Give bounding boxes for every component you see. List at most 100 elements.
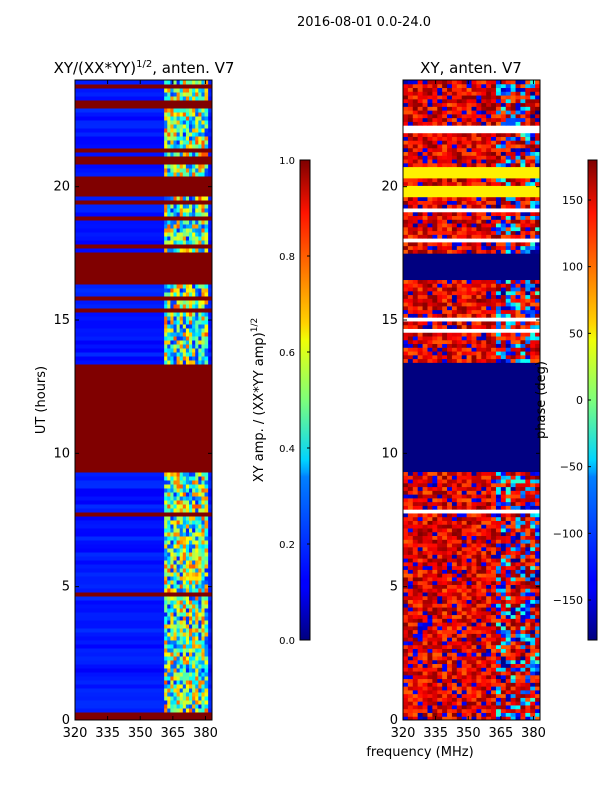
phase-cell	[491, 693, 497, 698]
phase-cell	[476, 196, 482, 201]
phase-cell	[486, 535, 492, 540]
amp-cell	[189, 644, 193, 649]
phase-cell	[535, 599, 540, 604]
amp-cell	[204, 708, 209, 713]
phase-cell	[471, 546, 477, 552]
phase-cell	[500, 196, 507, 201]
phase-cell	[461, 140, 468, 145]
amp-cell	[189, 88, 193, 93]
phase-cell	[427, 674, 433, 680]
amp-cell	[182, 236, 187, 241]
amp-cell	[204, 484, 209, 489]
amp-cell	[164, 220, 168, 225]
amp-cell	[189, 116, 193, 121]
phase-cell	[403, 464, 540, 469]
phase-cell	[486, 287, 492, 292]
phase-cell	[407, 648, 414, 653]
amp-cell	[201, 204, 206, 209]
phase-cell	[442, 667, 448, 672]
amp-cell	[204, 112, 209, 117]
phase-cell	[500, 479, 507, 484]
phase-cell	[471, 689, 477, 695]
amp-cell	[189, 708, 193, 713]
amp-cell	[75, 592, 212, 597]
phase-cell	[535, 610, 540, 616]
amp-cell	[170, 676, 174, 681]
phase-cell	[530, 637, 536, 642]
phase-cell	[520, 656, 526, 661]
phase-cell	[437, 610, 443, 616]
phase-cell	[500, 324, 507, 329]
amp-cell	[198, 476, 202, 481]
phase-cell	[510, 110, 517, 115]
phase-cell	[515, 215, 521, 220]
amp-cell	[204, 332, 209, 337]
phase-cell	[495, 358, 502, 363]
phase-cell	[505, 294, 512, 299]
amp-cell	[195, 360, 199, 365]
phase-cell	[466, 595, 472, 601]
phase-cell	[535, 181, 540, 186]
phase-cell	[481, 543, 487, 548]
phase-cell	[403, 531, 409, 537]
phase-cell	[407, 614, 414, 619]
amp-cell	[192, 92, 196, 97]
amp-cell	[167, 580, 171, 585]
phase-cell	[476, 595, 482, 601]
phase-cell	[403, 177, 409, 183]
phase-cell	[427, 95, 433, 100]
phase-cell	[442, 151, 448, 156]
phase-cell	[486, 159, 492, 164]
amp-cell	[198, 168, 202, 173]
phase-cell	[471, 716, 477, 720]
phase-cell	[427, 181, 433, 186]
phase-cell	[456, 701, 463, 706]
phase-cell	[403, 441, 540, 446]
phase-cell	[407, 554, 414, 559]
phase-cell	[520, 671, 526, 676]
phase-cell	[456, 592, 463, 597]
phase-cell	[447, 595, 453, 601]
phase-cell	[510, 117, 517, 122]
phase-cell	[500, 550, 507, 555]
phase-cell	[530, 576, 536, 582]
amp-cell	[195, 540, 199, 545]
amp-cell	[167, 660, 171, 665]
phase-cell	[500, 592, 507, 597]
phase-cell	[476, 110, 482, 115]
phase-cell	[407, 117, 414, 122]
amp-cell	[170, 636, 174, 641]
amp-cell	[198, 288, 202, 293]
phase-cell	[427, 144, 433, 149]
phase-cell	[442, 565, 448, 570]
phase-cell	[442, 294, 448, 299]
amp-cell	[170, 704, 174, 709]
phase-cell	[451, 98, 458, 104]
phase-cell	[403, 558, 409, 563]
phase-cell	[481, 144, 487, 149]
phase-cell	[535, 117, 540, 122]
phase-cell	[495, 599, 502, 604]
phase-cell	[486, 177, 492, 183]
phase-cell	[412, 241, 419, 247]
phase-cell	[500, 622, 507, 627]
amp-cell	[201, 340, 206, 345]
amp-cell	[176, 476, 181, 481]
phase-cell	[461, 162, 468, 168]
phase-cell	[525, 482, 531, 488]
phase-cell	[505, 663, 512, 668]
phase-cell	[417, 659, 424, 665]
phase-cell	[442, 245, 448, 250]
amp-cell	[201, 568, 206, 573]
amp-cell	[195, 552, 199, 557]
phase-cell	[456, 512, 463, 518]
amp-cell	[201, 564, 206, 569]
phase-cell	[471, 712, 477, 717]
phase-cell	[422, 686, 428, 691]
phase-cell	[515, 132, 521, 137]
phase-cell	[427, 607, 433, 612]
phase-cell	[525, 279, 531, 284]
phase-cell	[417, 147, 424, 153]
phase-cell	[525, 625, 531, 631]
phase-cell	[451, 279, 458, 284]
